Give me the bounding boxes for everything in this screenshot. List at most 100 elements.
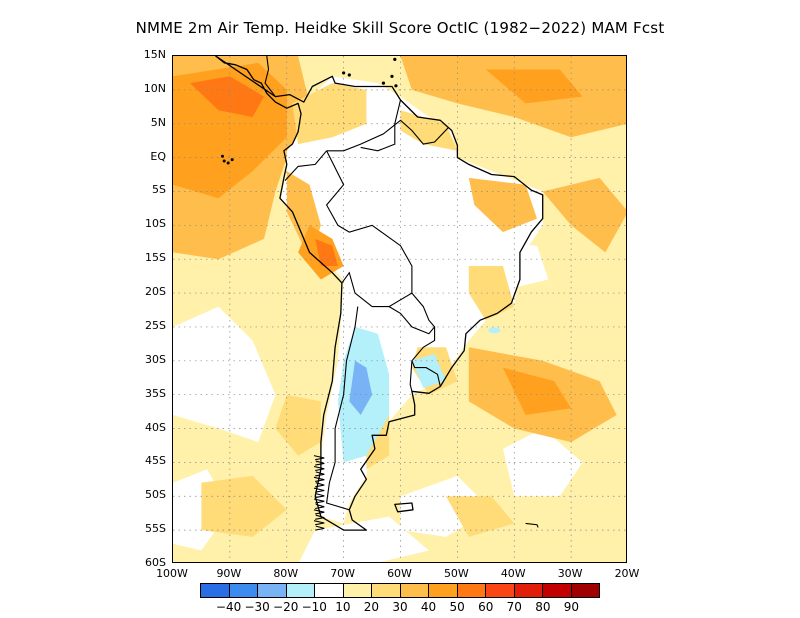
atlantic-south-hot-spot bbox=[502, 367, 572, 415]
lon-tick-label: 100W bbox=[156, 567, 188, 580]
lon-tick-label: 40W bbox=[500, 567, 526, 580]
lat-tick-label: 15N bbox=[143, 48, 166, 61]
island-dot bbox=[347, 73, 351, 77]
colorbar-swatch bbox=[429, 584, 458, 597]
lat-tick-label: 45S bbox=[145, 454, 166, 468]
lat-tick-label: 10N bbox=[143, 81, 166, 95]
lat-tick-label: 10S bbox=[145, 217, 166, 231]
fjord-coast bbox=[313, 520, 325, 526]
colorbar-tick-label: 70 bbox=[506, 600, 522, 614]
galapagos-island bbox=[226, 161, 230, 165]
heidke-skill-map bbox=[173, 56, 626, 562]
fjord-coast bbox=[313, 455, 325, 461]
lat-tick-label: 5N bbox=[150, 115, 166, 129]
colorbar-swatch bbox=[543, 584, 572, 597]
map-gridlines bbox=[173, 56, 626, 562]
map-title: NMME 2m Air Temp. Heidke Skill Score Oct… bbox=[135, 19, 665, 37]
colorbar-swatch bbox=[286, 584, 315, 597]
lon-tick-label: 30W bbox=[557, 567, 583, 580]
fjord-coast bbox=[315, 482, 325, 488]
colorbar-tick-label: 40 bbox=[420, 600, 437, 614]
colorbar-tick-label: −30 bbox=[244, 600, 270, 614]
border-peru-bolivia-brazil bbox=[325, 150, 413, 308]
fjord-coast bbox=[313, 509, 325, 515]
central-america-coastline bbox=[264, 56, 276, 97]
coastal-cool-spot bbox=[488, 327, 501, 334]
colorbar-swatch bbox=[258, 584, 287, 597]
uruguay-cool-spot bbox=[411, 354, 446, 388]
colorbar-tick-label: −40 bbox=[215, 600, 242, 614]
colorbar-swatch bbox=[486, 584, 515, 597]
colorbar-swatch bbox=[343, 584, 372, 597]
border-paraguay bbox=[388, 292, 436, 335]
lon-tick-label: 70W bbox=[330, 567, 356, 580]
colorbar-tick-label: 10 bbox=[335, 600, 351, 614]
fjord-coast bbox=[313, 476, 325, 482]
lon-tick-label: 60W bbox=[387, 567, 412, 580]
atlantic-hot-spot bbox=[485, 69, 583, 104]
falkland-islands bbox=[394, 502, 414, 513]
fjord-coast bbox=[315, 503, 325, 510]
fjord-coast bbox=[313, 465, 325, 472]
galapagos-island bbox=[230, 158, 234, 162]
ocean-low-skill-patch bbox=[173, 306, 276, 443]
border-ecuador-peru bbox=[284, 150, 328, 181]
coastline-outlines bbox=[215, 56, 544, 531]
island-dot bbox=[390, 74, 394, 78]
colorbar-tick-label: 90 bbox=[563, 600, 580, 614]
lat-tick-label: 35S bbox=[145, 386, 166, 400]
colorbar-swatch bbox=[315, 584, 344, 597]
colorbar-swatch bbox=[457, 584, 486, 597]
lon-tick-label: 80W bbox=[273, 567, 299, 580]
colorbar-tick-label: 30 bbox=[392, 600, 408, 614]
island-dot bbox=[342, 71, 346, 75]
peru-andes-very-hot bbox=[315, 238, 338, 266]
south-atlantic-mid bbox=[446, 496, 515, 537]
colorbar-tick-label: 80 bbox=[535, 600, 551, 614]
lat-tick-label: EQ bbox=[150, 149, 166, 163]
north-andes-warm bbox=[292, 83, 367, 145]
fjord-coast bbox=[315, 460, 325, 466]
lat-tick-label: 40S bbox=[145, 420, 166, 434]
colorbar-tick-label: 60 bbox=[478, 600, 494, 614]
atlantic-equator-warm bbox=[542, 177, 626, 253]
lat-tick-label: 30S bbox=[145, 352, 166, 366]
island-dot bbox=[393, 57, 397, 61]
border-argentina-uruguay bbox=[409, 360, 413, 392]
south-america-coastline bbox=[215, 56, 544, 531]
map-panel bbox=[172, 55, 627, 563]
lat-tick-label: 15S bbox=[145, 251, 166, 265]
colorbar-tick-label: 50 bbox=[449, 600, 465, 614]
chile-coast-mid bbox=[275, 394, 321, 456]
guiana-warm bbox=[400, 110, 458, 151]
skill-contour-fills bbox=[173, 56, 626, 562]
lat-tick-label: 5S bbox=[152, 183, 166, 197]
fjord-coast bbox=[315, 493, 325, 499]
colorbar-swatch bbox=[229, 584, 258, 597]
southeast-brazil-mid bbox=[468, 266, 515, 321]
lon-tick-label: 50W bbox=[443, 567, 469, 580]
lat-tick-label: 60S bbox=[145, 556, 166, 569]
atlantic-north-warm-region bbox=[400, 56, 626, 138]
fjord-coast bbox=[313, 498, 325, 504]
ocean-low-skill-patch bbox=[299, 516, 429, 562]
colorbar-swatch bbox=[514, 584, 543, 597]
argentina-cooler-core bbox=[349, 360, 373, 415]
fjord-coast bbox=[315, 514, 325, 520]
lat-tick-label: 25S bbox=[145, 318, 166, 332]
colorbar-swatch bbox=[400, 584, 429, 597]
lon-tick-label: 20W bbox=[614, 567, 640, 580]
border-chile-argentina bbox=[325, 306, 359, 511]
fjord-coast bbox=[315, 525, 325, 531]
colorbar-swatch bbox=[571, 584, 599, 597]
colorbar bbox=[200, 583, 600, 598]
colorbar-tick-label: −10 bbox=[301, 600, 327, 614]
southeast-pacific-mid bbox=[201, 475, 287, 537]
colorbar-swatch bbox=[201, 584, 230, 597]
lon-tick-label: 90W bbox=[216, 567, 242, 580]
galapagos-island bbox=[220, 154, 224, 158]
fjord-coast bbox=[315, 471, 325, 477]
lat-tick-label: 55S bbox=[145, 522, 166, 536]
pacific-very-hot-spot bbox=[190, 76, 264, 117]
border-venezuela bbox=[360, 99, 402, 152]
